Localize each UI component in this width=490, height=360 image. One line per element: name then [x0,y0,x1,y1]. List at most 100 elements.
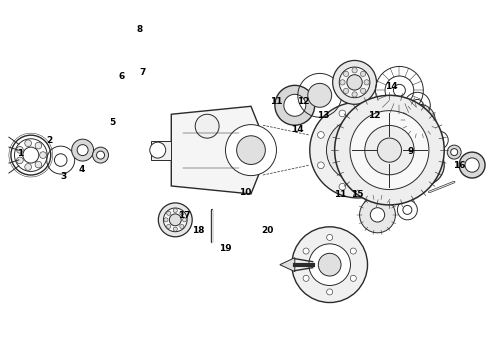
Circle shape [167,224,171,229]
Circle shape [183,218,187,222]
Circle shape [173,208,177,212]
Text: 20: 20 [261,226,273,235]
Circle shape [326,119,389,181]
Circle shape [370,208,385,222]
Circle shape [25,163,31,170]
Circle shape [180,224,184,229]
Circle shape [361,88,366,94]
Text: 10: 10 [239,188,251,197]
Text: 16: 16 [454,161,466,170]
Circle shape [391,132,397,138]
Circle shape [72,139,94,161]
Polygon shape [280,258,295,272]
Circle shape [150,142,166,158]
Text: 9: 9 [408,147,414,156]
Circle shape [422,174,427,179]
Text: 18: 18 [193,226,205,235]
Circle shape [430,155,435,160]
Circle shape [17,147,23,153]
Circle shape [17,157,23,164]
Polygon shape [151,140,172,160]
Circle shape [335,95,444,205]
Circle shape [158,203,192,237]
Circle shape [348,140,367,160]
Text: 13: 13 [317,111,329,120]
Circle shape [173,227,177,231]
Circle shape [327,234,333,240]
Circle shape [350,248,356,254]
Circle shape [343,71,349,76]
Circle shape [167,211,171,215]
Circle shape [35,142,42,149]
Circle shape [369,110,376,117]
Circle shape [333,60,376,104]
Circle shape [369,184,376,190]
Circle shape [308,84,332,107]
Circle shape [318,132,324,138]
Text: 7: 7 [139,68,146,77]
Circle shape [284,94,306,116]
Text: 14: 14 [291,125,303,134]
Circle shape [309,244,350,285]
Text: 15: 15 [351,190,364,199]
Circle shape [225,125,276,176]
Circle shape [77,145,88,156]
Circle shape [410,151,438,179]
Circle shape [93,147,108,163]
Text: 12: 12 [297,96,310,105]
Text: 12: 12 [368,111,381,120]
Circle shape [347,75,362,90]
Circle shape [394,192,401,198]
Circle shape [318,162,324,168]
Circle shape [413,114,426,127]
Circle shape [339,184,346,190]
Circle shape [350,275,356,281]
Circle shape [360,197,395,233]
Circle shape [403,104,435,136]
Circle shape [352,68,357,73]
Circle shape [303,275,309,281]
Text: 1: 1 [17,149,24,158]
Circle shape [25,140,31,147]
Text: 6: 6 [119,72,125,81]
Polygon shape [172,106,259,194]
Text: 8: 8 [137,25,143,34]
Circle shape [459,152,485,178]
Text: 19: 19 [219,244,232,253]
Circle shape [310,102,405,198]
Circle shape [391,188,404,202]
Circle shape [195,114,219,138]
Circle shape [433,163,438,167]
Circle shape [422,152,427,157]
Circle shape [404,145,444,185]
Circle shape [361,71,366,76]
Text: 5: 5 [109,118,115,127]
Circle shape [327,289,333,295]
Circle shape [391,162,397,168]
Circle shape [237,136,265,165]
Circle shape [339,110,346,117]
Text: 11: 11 [270,96,283,105]
Circle shape [451,149,458,156]
Circle shape [164,218,168,222]
Circle shape [164,208,187,232]
Circle shape [40,152,47,158]
Circle shape [411,163,416,167]
Circle shape [97,151,104,159]
Circle shape [414,155,419,160]
Circle shape [430,170,435,175]
Text: 4: 4 [78,165,85,174]
Text: 11: 11 [334,190,346,199]
Circle shape [364,80,369,85]
Circle shape [447,145,461,159]
Circle shape [343,88,349,94]
Text: 2: 2 [47,136,53,145]
Circle shape [303,248,309,254]
Circle shape [414,170,419,175]
Circle shape [417,158,431,172]
Circle shape [365,126,414,175]
Circle shape [339,67,370,98]
Circle shape [350,111,429,190]
Text: 14: 14 [385,82,398,91]
Circle shape [340,80,345,85]
